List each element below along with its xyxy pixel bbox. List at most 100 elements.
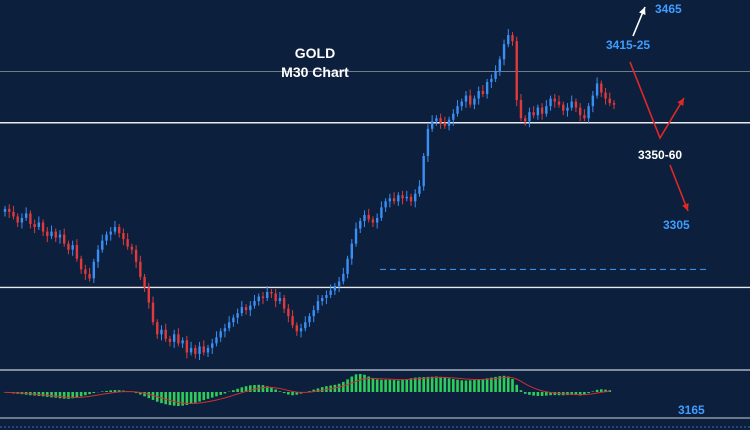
candle-body — [426, 128, 430, 156]
candle-body — [67, 243, 70, 250]
candle-body — [227, 322, 231, 329]
candle-body — [515, 41, 518, 101]
candle-body — [75, 245, 79, 259]
candle-body — [101, 240, 104, 250]
candle-body — [320, 298, 324, 302]
candle-body — [130, 246, 134, 250]
candle-body — [388, 198, 392, 202]
candle-body — [359, 220, 362, 229]
chart-subtitle: M30 Chart — [281, 64, 349, 80]
candle-body — [37, 222, 41, 228]
candle-body — [84, 269, 87, 274]
projection-pullback-arrow — [629, 61, 685, 140]
candle-body — [350, 243, 353, 259]
candle-body — [71, 245, 74, 250]
candle-body — [257, 296, 260, 302]
candle-body — [261, 296, 265, 299]
candle-body — [211, 343, 214, 348]
candle-body — [545, 106, 548, 114]
candle-body — [469, 95, 472, 105]
candle-body — [384, 201, 387, 208]
candle-body — [299, 328, 303, 332]
macd-panel — [0, 369, 750, 428]
candle-body — [287, 308, 290, 317]
candle-body — [79, 258, 83, 270]
candle-body — [156, 322, 159, 335]
candle-body — [122, 233, 125, 240]
candle-body — [557, 101, 561, 105]
candle-body — [113, 227, 117, 232]
candle-body — [583, 115, 586, 119]
candle-body — [198, 346, 201, 354]
candle-body — [3, 208, 7, 212]
candle-body — [33, 224, 36, 228]
label-3415-25: 3415-25 — [606, 38, 650, 52]
candle-body — [329, 290, 332, 296]
candle-body — [435, 118, 438, 122]
candle-body — [20, 217, 24, 223]
candle-body — [418, 186, 421, 194]
candle-body — [151, 302, 155, 323]
projection-down-arrow — [669, 164, 689, 212]
candle-body — [587, 106, 590, 119]
candle-body — [498, 59, 502, 72]
candle-body — [566, 107, 569, 111]
candle-body — [24, 213, 28, 218]
candle-body — [46, 231, 49, 237]
price-levels — [0, 70, 750, 289]
candle-body — [397, 195, 400, 202]
candle-body — [168, 338, 172, 342]
candle-body — [511, 35, 514, 42]
candle-body — [189, 347, 193, 353]
candle-body — [249, 305, 252, 311]
projection-pullback-arrow-head — [677, 98, 684, 106]
candle-body — [380, 207, 383, 218]
candle-body — [274, 293, 277, 302]
candle-body — [532, 112, 535, 116]
candle-body — [16, 216, 19, 223]
candle-body — [96, 249, 100, 262]
candle-body — [181, 340, 184, 344]
candle-body — [523, 118, 527, 122]
candle-body — [578, 107, 582, 116]
candle-body — [278, 298, 282, 302]
candle-body — [266, 292, 269, 299]
candle-body — [236, 313, 239, 318]
candle-body — [473, 98, 476, 105]
candle-body — [88, 273, 91, 279]
candle-body — [109, 231, 112, 235]
candle-body — [447, 119, 451, 126]
candle-body — [502, 44, 506, 60]
candle-body — [342, 273, 345, 282]
label-3350-60: 3350-60 — [638, 148, 682, 162]
label-3305: 3305 — [663, 218, 690, 232]
candle-body — [143, 276, 146, 288]
candle-body — [604, 92, 607, 99]
candle-body — [232, 317, 235, 323]
candle-body — [608, 98, 611, 104]
candle-body — [139, 261, 142, 277]
projection-arrows — [629, 6, 689, 212]
candle-body — [253, 301, 256, 306]
candle-body — [295, 325, 299, 332]
candle-body — [219, 331, 222, 338]
candle-body — [405, 196, 408, 199]
candle-body — [574, 101, 578, 108]
candle-body — [215, 337, 218, 344]
candle-body — [392, 198, 396, 202]
label-3465: 3465 — [655, 2, 682, 16]
candle-body — [481, 91, 485, 95]
candle-body — [549, 98, 552, 107]
candle-body — [8, 208, 11, 212]
candle-body — [12, 211, 15, 217]
candle-body — [562, 104, 565, 111]
candle-body — [337, 281, 341, 286]
candle-body — [58, 234, 62, 238]
candle-body — [456, 106, 459, 114]
candle-body — [540, 107, 544, 114]
candle-body — [494, 71, 497, 79]
candle-body — [63, 234, 66, 244]
candle-body — [291, 316, 294, 326]
candle-body — [443, 122, 447, 126]
